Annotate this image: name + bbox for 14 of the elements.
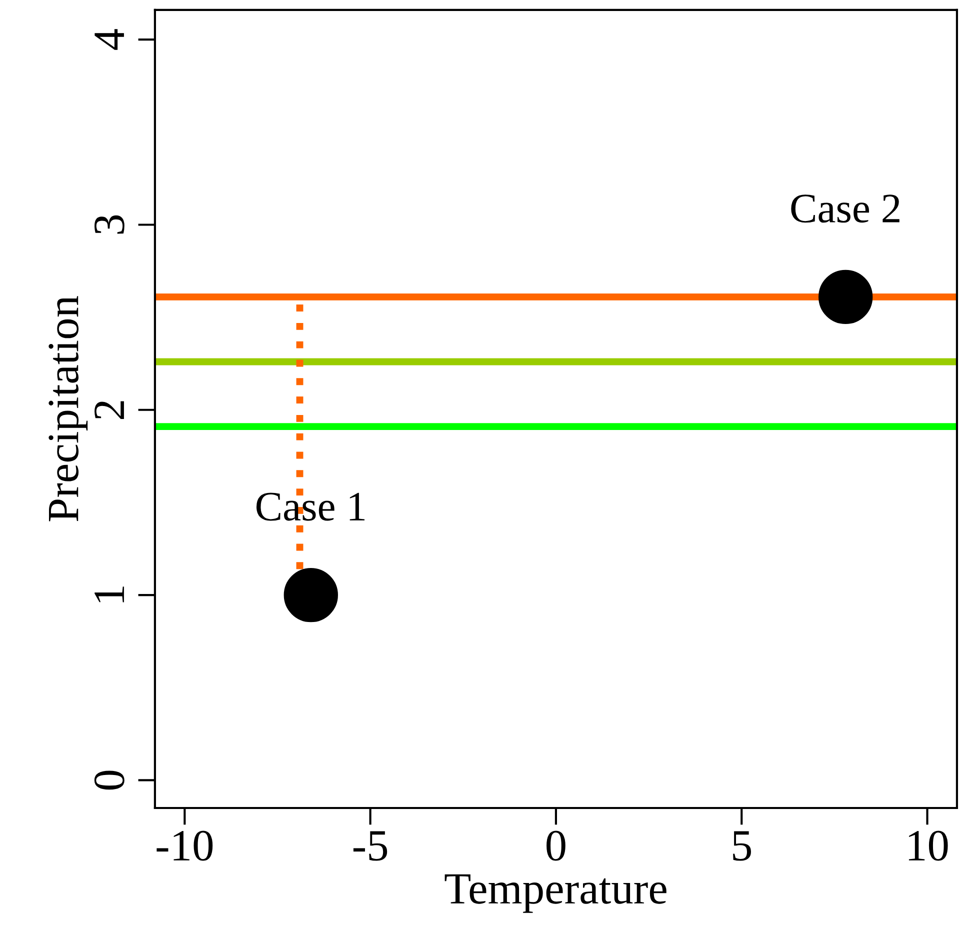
x-axis-title: Temperature [444, 874, 666, 913]
annotation: Case 1 [256, 492, 365, 521]
x-tick-label: 0 [546, 830, 566, 861]
y-tick-label: 2 [94, 401, 124, 420]
x-tick-label: 10 [908, 830, 948, 861]
x-tick-label: 5 [733, 831, 751, 861]
y-tick-label: 4 [94, 29, 124, 50]
x-tick-label: -5 [353, 831, 388, 861]
y-axis-title: Precipitation [48, 296, 88, 522]
y-tick-label: 1 [94, 586, 124, 602]
x-tick-label: -10 [156, 830, 213, 861]
annotation: Case 2 [791, 194, 900, 223]
y-tick-label: 0 [94, 770, 124, 790]
y-tick-label: 3 [94, 215, 124, 234]
